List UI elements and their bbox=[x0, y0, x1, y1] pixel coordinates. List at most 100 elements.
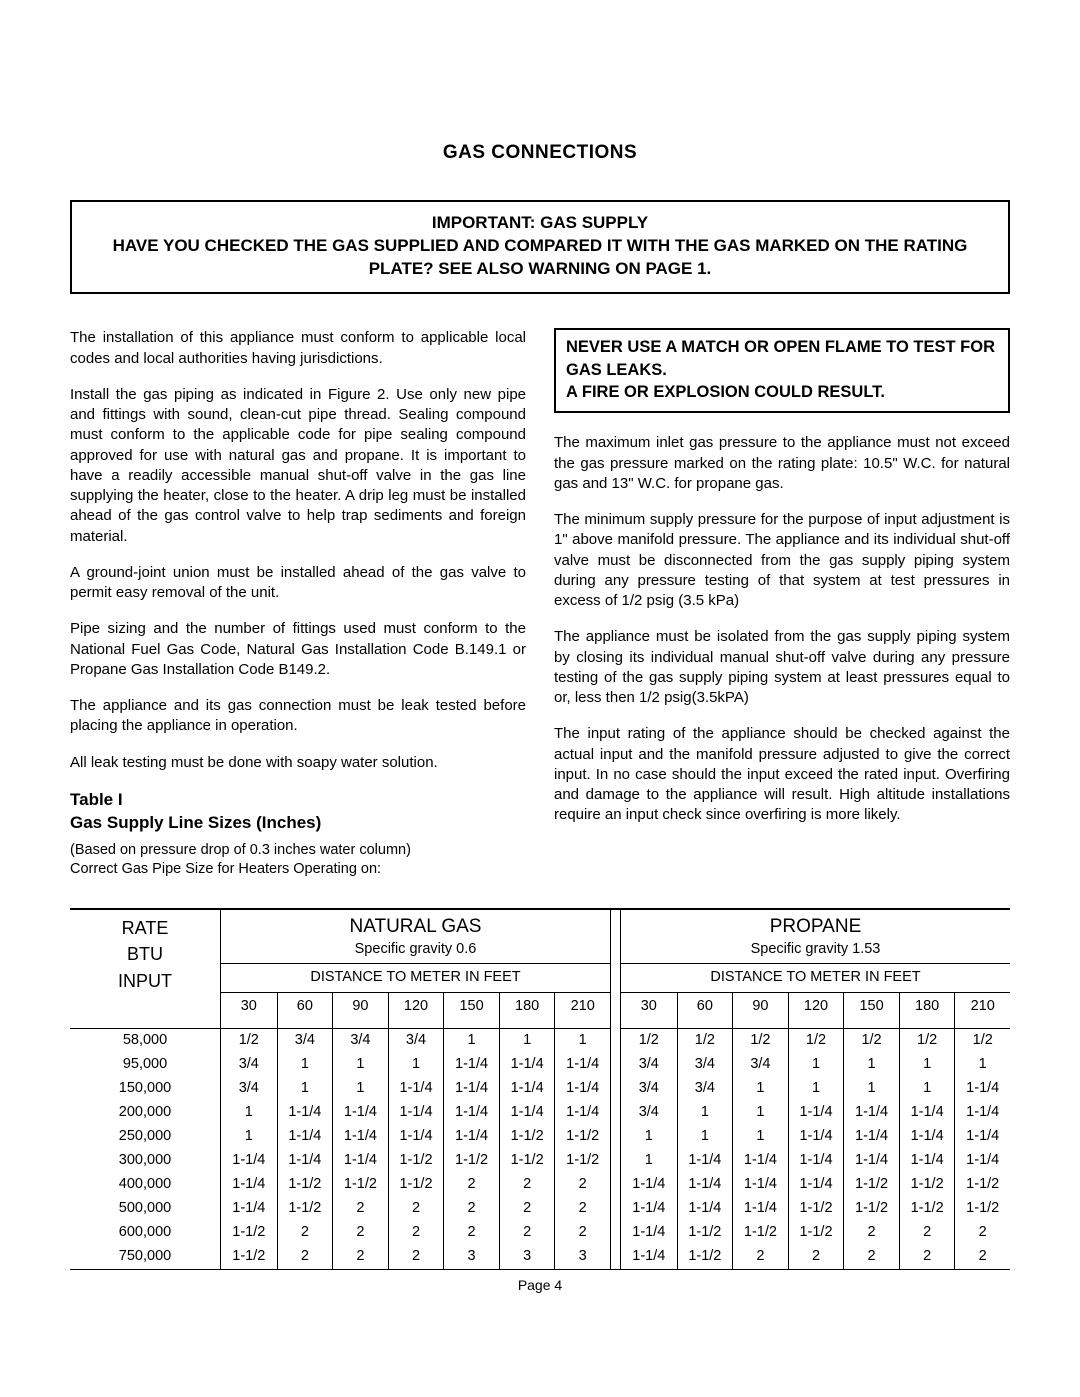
data-cell: 3/4 bbox=[732, 1053, 788, 1077]
data-cell: 1/2 bbox=[732, 1029, 788, 1053]
data-cell: 1-1/4 bbox=[388, 1125, 444, 1149]
data-cell: 1 bbox=[732, 1101, 788, 1125]
rate-cell: 300,000 bbox=[70, 1149, 220, 1173]
data-cell: 3/4 bbox=[332, 1029, 388, 1053]
data-cell: 1 bbox=[899, 1053, 955, 1077]
data-cell: 1-1/4 bbox=[554, 1101, 610, 1125]
para: The installation of this appliance must … bbox=[70, 328, 526, 369]
data-cell: 3/4 bbox=[677, 1053, 733, 1077]
rate-cell: 200,000 bbox=[70, 1101, 220, 1125]
data-cell: 1 bbox=[843, 1077, 899, 1101]
data-cell: 1-1/4 bbox=[443, 1077, 499, 1101]
data-cell: 1-1/4 bbox=[732, 1197, 788, 1221]
data-cell: 1 bbox=[732, 1125, 788, 1149]
data-cell: 1-1/4 bbox=[621, 1245, 677, 1269]
data-cell: 1/2 bbox=[954, 1029, 1010, 1053]
rate-cell: 500,000 bbox=[70, 1197, 220, 1221]
data-cell: 1-1/4 bbox=[843, 1149, 899, 1173]
data-cell: 1-1/2 bbox=[277, 1197, 333, 1221]
data-cell: 1-1/4 bbox=[554, 1053, 610, 1077]
data-cell: 1-1/4 bbox=[332, 1101, 388, 1125]
data-cell: 1-1/4 bbox=[443, 1125, 499, 1149]
data-cell: 1-1/4 bbox=[677, 1149, 733, 1173]
data-cell: 1-1/2 bbox=[443, 1149, 499, 1173]
nat-data-grid: 1/23/43/43/41113/41111-1/41-1/41-1/43/41… bbox=[221, 1028, 610, 1268]
dist-cell: 90 bbox=[332, 992, 388, 1029]
dist-cell: 60 bbox=[277, 992, 333, 1029]
data-cell: 2 bbox=[332, 1245, 388, 1269]
data-cell: 1-1/4 bbox=[677, 1197, 733, 1221]
data-cell: 1-1/4 bbox=[277, 1125, 333, 1149]
data-cell: 1-1/2 bbox=[277, 1173, 333, 1197]
para: The minimum supply pressure for the purp… bbox=[554, 510, 1010, 611]
data-cell: 1-1/4 bbox=[332, 1149, 388, 1173]
data-cell: 1-1/2 bbox=[554, 1125, 610, 1149]
data-cell: 2 bbox=[277, 1245, 333, 1269]
data-cell: 1 bbox=[677, 1101, 733, 1125]
data-cell: 1-1/4 bbox=[499, 1101, 555, 1125]
data-cell: 1-1/4 bbox=[954, 1101, 1010, 1125]
rate-cell: 750,000 bbox=[70, 1245, 220, 1269]
data-cell: 1 bbox=[277, 1077, 333, 1101]
data-cell: 1-1/2 bbox=[788, 1197, 844, 1221]
data-cell: 1-1/2 bbox=[954, 1173, 1010, 1197]
data-cell: 1 bbox=[443, 1029, 499, 1053]
data-cell: 1-1/2 bbox=[388, 1149, 444, 1173]
rate-cell: 400,000 bbox=[70, 1173, 220, 1197]
data-cell: 1-1/2 bbox=[899, 1197, 955, 1221]
rate-cell: 58,000 bbox=[70, 1029, 220, 1053]
nat-dist-row: 306090120150180210 bbox=[221, 992, 610, 1029]
data-cell: 2 bbox=[499, 1173, 555, 1197]
data-cell: 1-1/4 bbox=[277, 1101, 333, 1125]
data-cell: 1/2 bbox=[899, 1029, 955, 1053]
data-cell: 1/2 bbox=[677, 1029, 733, 1053]
rate-cell: 600,000 bbox=[70, 1221, 220, 1245]
data-cell: 1/2 bbox=[788, 1029, 844, 1053]
dist-cell: 210 bbox=[554, 992, 610, 1029]
data-cell: 1-1/2 bbox=[388, 1173, 444, 1197]
data-cell: 1-1/4 bbox=[277, 1149, 333, 1173]
data-cell: 2 bbox=[843, 1221, 899, 1245]
data-cell: 2 bbox=[788, 1245, 844, 1269]
data-cell: 2 bbox=[332, 1197, 388, 1221]
dist-cell: 210 bbox=[954, 992, 1010, 1029]
data-cell: 1 bbox=[732, 1077, 788, 1101]
data-cell: 3/4 bbox=[621, 1077, 677, 1101]
important-box: IMPORTANT: GAS SUPPLY HAVE YOU CHECKED T… bbox=[70, 200, 1010, 295]
data-cell: 2 bbox=[899, 1221, 955, 1245]
data-cell: 1-1/2 bbox=[332, 1173, 388, 1197]
data-cell: 1-1/4 bbox=[499, 1077, 555, 1101]
data-cell: 1 bbox=[677, 1125, 733, 1149]
data-cell: 1 bbox=[277, 1053, 333, 1077]
pro-data-grid: 1/21/21/21/21/21/21/23/43/43/411113/43/4… bbox=[621, 1028, 1010, 1268]
data-cell: 1 bbox=[621, 1149, 677, 1173]
rate-cell: 95,000 bbox=[70, 1053, 220, 1077]
data-cell: 1-1/4 bbox=[843, 1125, 899, 1149]
data-cell: 2 bbox=[954, 1245, 1010, 1269]
left-column: The installation of this appliance must … bbox=[70, 328, 526, 908]
data-cell: 3/4 bbox=[677, 1077, 733, 1101]
data-cell: 3 bbox=[443, 1245, 499, 1269]
para: The maximum inlet gas pressure to the ap… bbox=[554, 433, 1010, 494]
data-cell: 3/4 bbox=[277, 1029, 333, 1053]
data-cell: 2 bbox=[388, 1221, 444, 1245]
rate-cell: 150,000 bbox=[70, 1077, 220, 1101]
para: A ground-joint union must be installed a… bbox=[70, 563, 526, 604]
data-cell: 1/2 bbox=[843, 1029, 899, 1053]
data-cell: 2 bbox=[388, 1245, 444, 1269]
data-cell: 1-1/4 bbox=[732, 1149, 788, 1173]
data-cell: 1-1/4 bbox=[499, 1053, 555, 1077]
data-cell: 2 bbox=[843, 1245, 899, 1269]
data-cell: 1 bbox=[332, 1053, 388, 1077]
page-title: GAS CONNECTIONS bbox=[70, 140, 1010, 166]
para: The input rating of the appliance should… bbox=[554, 724, 1010, 825]
dist-cell: 30 bbox=[221, 992, 277, 1029]
para: The appliance must be isolated from the … bbox=[554, 627, 1010, 708]
data-cell: 1-1/2 bbox=[221, 1245, 277, 1269]
data-cell: 2 bbox=[732, 1245, 788, 1269]
data-cell: 2 bbox=[332, 1221, 388, 1245]
data-cell: 1 bbox=[621, 1125, 677, 1149]
data-cell: 1-1/4 bbox=[621, 1197, 677, 1221]
dist-cell: 120 bbox=[788, 992, 844, 1029]
data-cell: 1 bbox=[843, 1053, 899, 1077]
